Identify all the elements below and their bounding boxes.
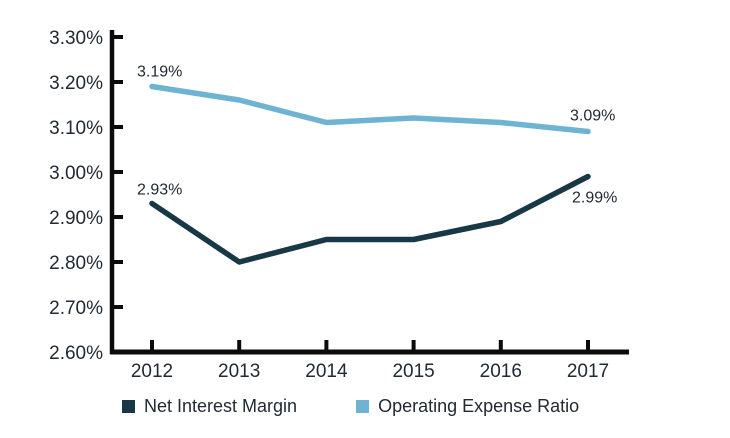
legend-label-net-interest-margin: Net Interest Margin bbox=[144, 396, 298, 416]
y-tick-label: 3.20% bbox=[49, 73, 103, 94]
y-tick-label: 3.00% bbox=[49, 163, 103, 184]
x-tick-label: 2014 bbox=[305, 361, 348, 382]
legend-item-operating-expense-ratio: Operating Expense Ratio bbox=[356, 393, 579, 419]
y-tick-label: 3.30% bbox=[49, 28, 103, 49]
y-tick-label: 2.70% bbox=[49, 298, 103, 319]
chart-legend: Net Interest Margin Operating Expense Ra… bbox=[122, 393, 579, 419]
y-tick-label: 2.60% bbox=[49, 343, 103, 364]
data-point-label: 3.09% bbox=[570, 108, 615, 125]
y-tick-label: 2.90% bbox=[49, 208, 103, 229]
x-tick-label: 2017 bbox=[567, 361, 609, 382]
y-tick-label: 2.80% bbox=[49, 253, 103, 274]
series-line-net-interest-margin bbox=[149, 173, 591, 265]
legend-swatch-net-interest-margin-icon bbox=[122, 399, 135, 413]
x-tick-label: 2015 bbox=[392, 361, 434, 382]
data-point-label: 2.99% bbox=[572, 190, 617, 207]
legend-swatch-operating-expense-ratio-icon bbox=[356, 399, 370, 413]
legend-label-operating-expense-ratio: Operating Expense Ratio bbox=[378, 396, 580, 416]
data-point-label: 2.93% bbox=[137, 182, 182, 199]
x-tick-label: 2013 bbox=[218, 361, 260, 382]
data-point-label: 3.19% bbox=[137, 64, 182, 81]
y-tick-label: 3.10% bbox=[49, 118, 103, 139]
x-tick-label: 2012 bbox=[131, 361, 173, 382]
legend-item-net-interest-margin: Net Interest Margin bbox=[122, 393, 297, 419]
x-tick-label: 2016 bbox=[480, 361, 522, 382]
series-line-operating-expense-ratio bbox=[149, 83, 591, 135]
